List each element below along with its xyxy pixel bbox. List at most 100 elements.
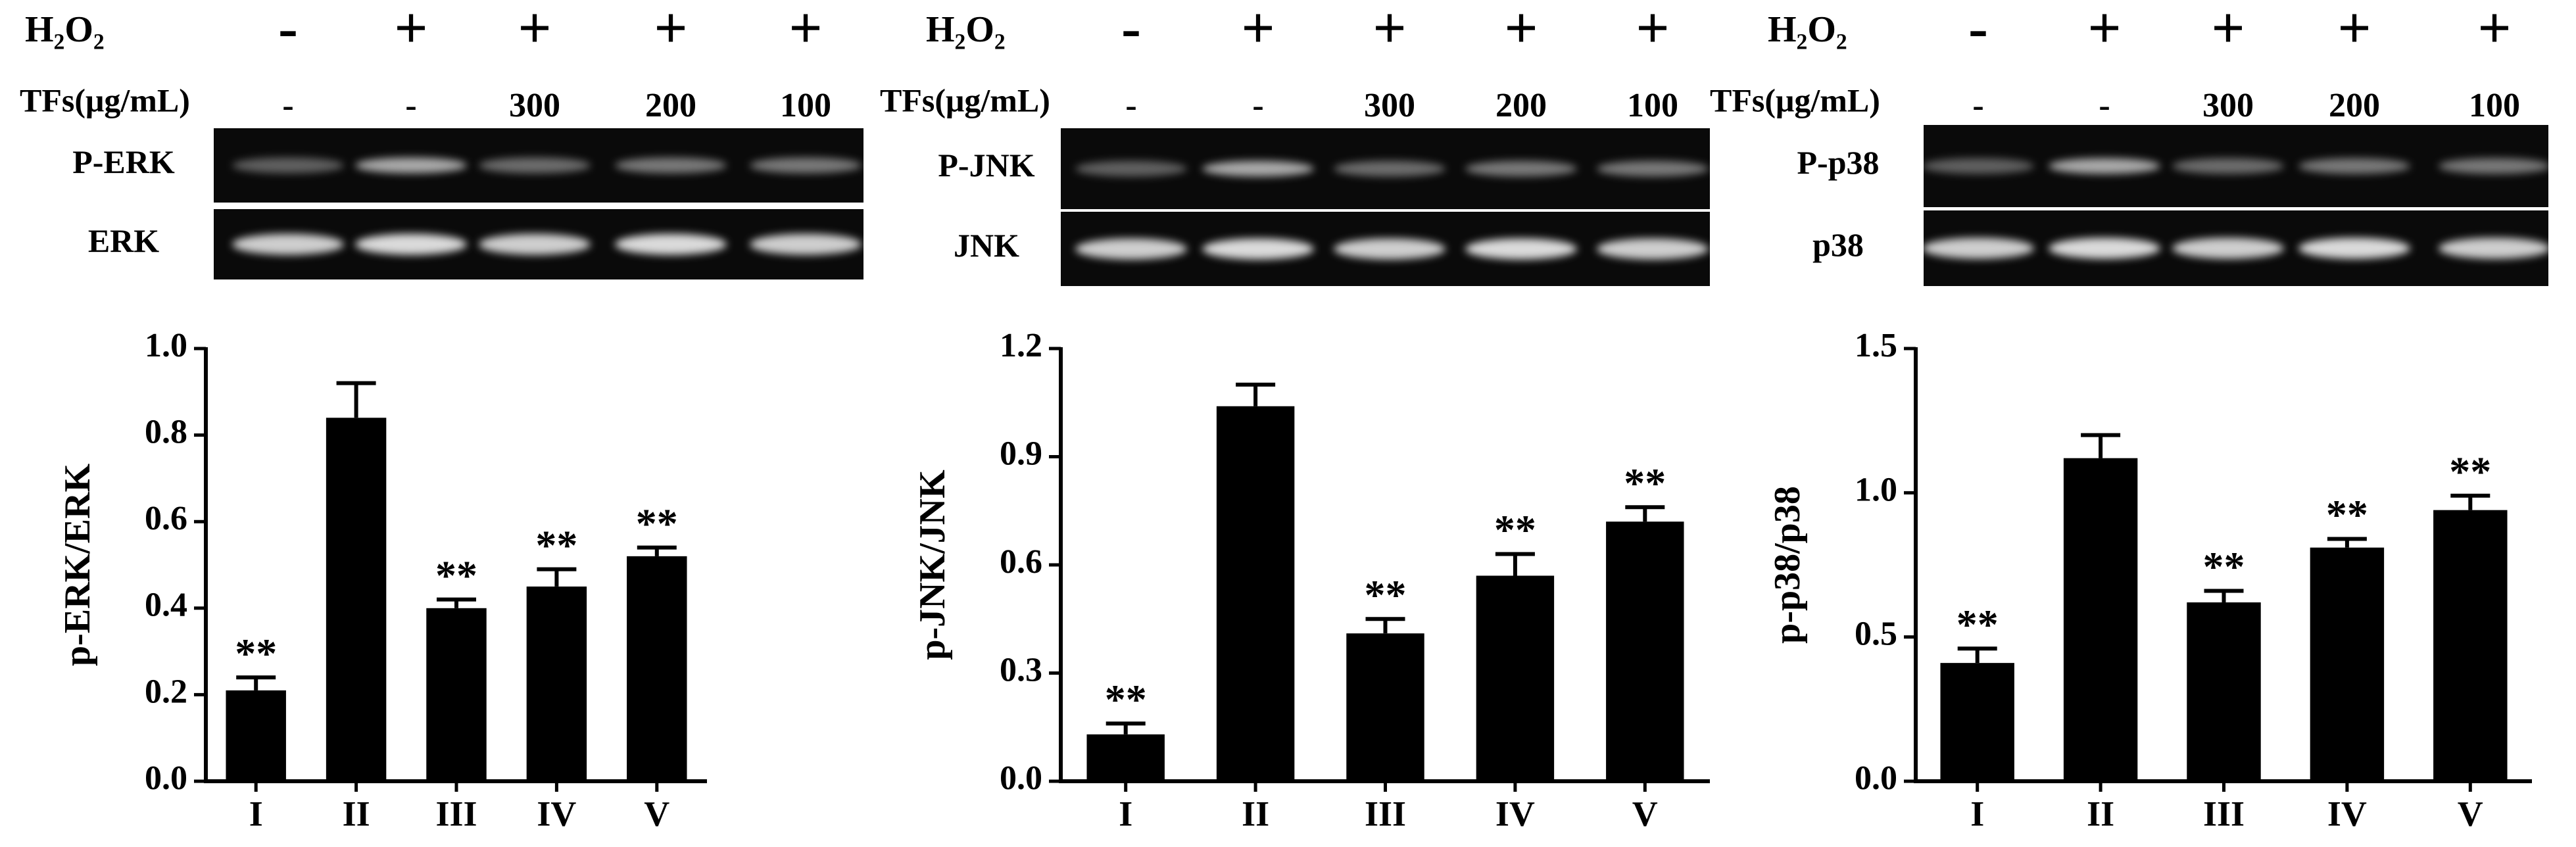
x-tick-label: III: [435, 794, 477, 833]
tfs-label: TFs(μg/mL): [880, 82, 1050, 118]
h2o2-sign: +: [2087, 0, 2121, 61]
error-bar: [236, 675, 276, 690]
y-tick-label: 0.8: [145, 414, 187, 451]
blot-band: [1465, 238, 1577, 260]
h2o2-sign: +: [518, 0, 551, 61]
bar: [1606, 521, 1684, 781]
error-bar: [1365, 617, 1405, 634]
bar: [1346, 633, 1424, 781]
y-tick-label: 1.0: [145, 327, 187, 364]
h2o2-sign: -: [1968, 0, 1988, 61]
tfs-dose: -: [405, 87, 416, 124]
significance: **: [2449, 448, 2491, 495]
blot-band: [479, 233, 591, 255]
significance: **: [1624, 460, 1666, 506]
blot-band: [355, 233, 467, 255]
h2o2-sign: +: [2477, 0, 2511, 61]
y-tick-label: 1.2: [1000, 327, 1042, 364]
error-bar: [437, 597, 476, 608]
x-tick-label: II: [1242, 794, 1269, 833]
blot-band: [232, 233, 344, 255]
significance: **: [2203, 543, 2245, 590]
significance: **: [1105, 676, 1147, 723]
x-tick-label: II: [343, 794, 370, 833]
y-tick-label: 0.6: [145, 500, 187, 537]
tfs-dose: 100: [1627, 87, 1678, 124]
tfs-label: TFs(μg/mL): [20, 82, 190, 118]
x-tick-label: III: [2203, 794, 2245, 833]
blot-band: [1597, 160, 1709, 177]
error-bar: [1625, 505, 1665, 522]
error-bar: [1236, 382, 1276, 406]
blot-band: [1202, 238, 1314, 260]
blot-band: [1202, 160, 1314, 177]
blot-band: [1075, 160, 1187, 177]
significance: **: [235, 630, 277, 677]
significance: **: [2326, 491, 2368, 538]
tfs-dose: 300: [509, 87, 560, 124]
blot-band: [1597, 238, 1709, 260]
y-tick-label: 0.9: [1000, 435, 1042, 472]
h2o2-sign: -: [1121, 0, 1141, 61]
x-tick-label: IV: [1495, 794, 1535, 833]
tfs-dose: 100: [780, 87, 831, 124]
y-tick-label: 0.2: [145, 673, 187, 710]
bar: [226, 690, 286, 781]
blot-band: [1922, 237, 2034, 259]
tfs-dose: 200: [645, 87, 696, 124]
x-tick-label: V: [2458, 794, 2483, 833]
x-tick-label: III: [1365, 794, 1406, 833]
h2o2-sign: +: [394, 0, 427, 61]
bar: [1940, 663, 2014, 781]
blot-band: [2439, 237, 2550, 259]
blot-band: [2049, 158, 2160, 174]
h2o2-sign: +: [1504, 0, 1538, 61]
tfs-dose: 300: [1364, 87, 1415, 124]
h2o2-label: H₂O₂: [1768, 9, 1847, 50]
tfs-dose: 200: [2329, 87, 2380, 124]
tfs-dose: 200: [1495, 87, 1547, 124]
band-label: P-ERK: [72, 143, 175, 180]
x-tick-label: I: [249, 794, 263, 833]
band-label: P-JNK: [938, 147, 1034, 183]
bar: [426, 608, 487, 781]
blot-band: [750, 233, 862, 255]
blot-band: [2439, 158, 2550, 174]
error-bar: [2204, 589, 2244, 603]
blot-band: [1465, 160, 1577, 177]
blot-band: [615, 233, 727, 255]
y-tick-label: 1.0: [1855, 471, 1897, 508]
y-tick-label: 0.6: [1000, 543, 1042, 581]
error-bar: [336, 381, 376, 418]
blot-band: [1922, 158, 2034, 174]
y-tick-label: 1.5: [1855, 327, 1897, 364]
x-tick-label: IV: [2327, 794, 2367, 833]
bar: [526, 586, 587, 781]
blot-band: [355, 157, 467, 174]
blot-band: [2298, 158, 2410, 174]
blot-band: [2172, 158, 2284, 174]
error-bar: [1106, 721, 1146, 735]
tfs-dose: -: [1252, 87, 1263, 124]
tfs-dose: 100: [2469, 87, 2520, 124]
y-tick-label: 0.5: [1855, 616, 1897, 653]
y-axis-label: p-JNK/JNK: [912, 470, 953, 660]
tfs-label: TFs(μg/mL): [1710, 82, 1880, 118]
significance: **: [535, 521, 577, 568]
error-bar: [537, 567, 577, 587]
error-bar: [2450, 493, 2491, 510]
x-tick-label: V: [1632, 794, 1658, 833]
blot-band: [2049, 237, 2160, 259]
error-bar: [1495, 552, 1535, 576]
h2o2-sign: +: [2211, 0, 2245, 61]
h2o2-sign: +: [654, 0, 687, 61]
tfs-dose: -: [1125, 87, 1136, 124]
bar: [627, 556, 687, 781]
bar: [2063, 458, 2138, 781]
y-tick-label: 0.0: [1000, 760, 1042, 797]
x-tick-label: V: [644, 794, 669, 833]
x-tick-label: II: [2087, 794, 2114, 833]
significance: **: [1494, 506, 1536, 553]
significance: **: [1365, 571, 1407, 618]
